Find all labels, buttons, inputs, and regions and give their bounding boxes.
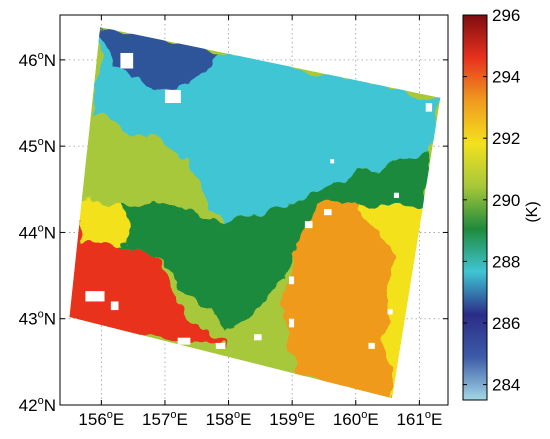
- sst-region-eastern-warm-eddy: [282, 202, 394, 399]
- sst-swath: [69, 27, 441, 399]
- lat-tick-label: 45oN: [19, 136, 56, 156]
- sst-region-northwest-cool-patch: [100, 27, 223, 95]
- lon-tick-label: 159oE: [269, 409, 315, 429]
- plot-frame: [59, 14, 449, 406]
- sst-region-western-yellow-tongue: [75, 197, 127, 242]
- colorbar: 296 294 292 290 288 286 284 (K): [462, 6, 541, 401]
- cloud-gap: [288, 276, 295, 285]
- lon-tick-label: 161oE: [396, 409, 442, 429]
- cloud-gap: [177, 337, 191, 345]
- lat-tick-label: 43oN: [19, 309, 56, 329]
- cloud-gap: [164, 90, 181, 104]
- cloud-gap: [120, 52, 134, 69]
- colorbar-ramp: [462, 14, 488, 401]
- colorbar-ticks: 296 294 292 290 288 286 284: [463, 6, 520, 395]
- lon-tick-label: 157oE: [142, 409, 188, 429]
- cloud-gaps: [85, 52, 433, 349]
- sst-region-eastern-yellow-water: [362, 202, 426, 399]
- colorbar-tick-label: 294: [492, 68, 520, 87]
- longitude-axis: 156oE 157oE 158oE 159oE 160oE 161oE: [78, 15, 442, 429]
- cloud-gap: [393, 192, 400, 198]
- cloud-gap: [387, 309, 393, 315]
- lon-tick-label: 156oE: [78, 409, 124, 429]
- sst-region-subarctic-front: [120, 150, 433, 332]
- lon-tick-label: 160oE: [333, 409, 379, 429]
- colorbar-tick-label: 290: [492, 191, 520, 210]
- cloud-gap: [323, 209, 332, 216]
- cloud-gap: [215, 342, 226, 349]
- cloud-gap: [330, 159, 335, 164]
- colorbar-unit-label: (K): [524, 201, 541, 222]
- colorbar-tick-label: 288: [492, 252, 520, 271]
- colorbar-tick-label: 296: [492, 6, 520, 25]
- colorbar-tick-label: 292: [492, 129, 520, 148]
- cloud-gap: [85, 291, 105, 302]
- sst-region-mid-west-green-band: [75, 116, 184, 207]
- cloud-gap: [288, 318, 295, 328]
- lon-tick-label: 158oE: [206, 409, 252, 429]
- lat-tick-label: 44oN: [19, 222, 56, 242]
- cloud-gap: [304, 221, 313, 229]
- latitude-axis: 42oN 43oN 44oN 45oN 46oN: [19, 50, 448, 415]
- lat-tick-label: 42oN: [19, 395, 56, 415]
- cloud-gap: [368, 342, 375, 349]
- colorbar-tick-label: 286: [492, 314, 520, 333]
- lat-tick-label: 46oN: [19, 50, 56, 70]
- cloud-gap: [110, 301, 119, 311]
- colorbar-tick-label: 284: [492, 376, 520, 395]
- cloud-gap: [254, 334, 262, 341]
- cloud-gap: [425, 103, 433, 112]
